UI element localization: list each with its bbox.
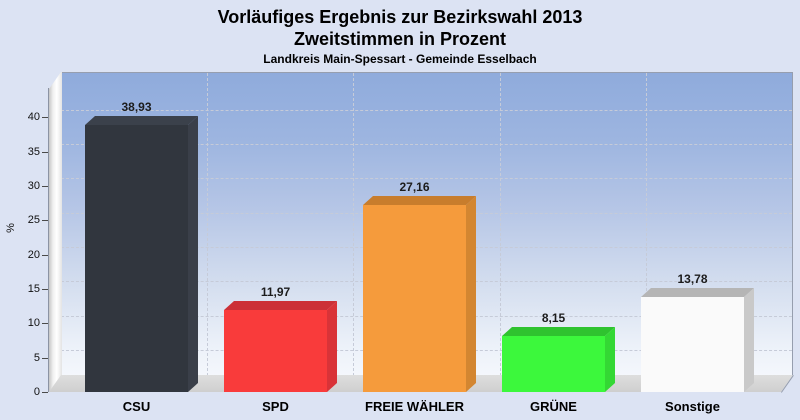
x-axis-category-label: Sonstige bbox=[665, 399, 720, 414]
bar-gruene bbox=[502, 327, 615, 392]
x-axis-category-label: CSU bbox=[122, 399, 151, 414]
y-tick-label: 40 bbox=[27, 111, 40, 124]
bar-top-face bbox=[85, 116, 198, 125]
gridline-horizontal bbox=[61, 178, 792, 180]
bar-front-face bbox=[502, 336, 605, 392]
gridline-horizontal bbox=[61, 109, 792, 111]
y-axis-title: % bbox=[4, 223, 17, 233]
y-axis-tick bbox=[42, 151, 48, 153]
x-axis-category-label: GRÜNE bbox=[530, 399, 577, 414]
y-axis-tick bbox=[42, 288, 48, 290]
bar-side-face bbox=[466, 196, 476, 392]
y-tick-label: 25 bbox=[27, 214, 40, 227]
bar-sonstige bbox=[641, 288, 754, 392]
y-axis-tick bbox=[42, 220, 48, 222]
y-tick-label: 20 bbox=[27, 248, 40, 261]
y-tick-label: 30 bbox=[27, 179, 40, 192]
bar-side-face bbox=[605, 327, 615, 392]
chart-title: Vorläufiges Ergebnis zur Bezirkswahl 201… bbox=[217, 7, 583, 27]
y-axis-tick bbox=[42, 117, 48, 119]
bar-front-face bbox=[641, 297, 744, 392]
y-axis-tick bbox=[42, 357, 48, 359]
y-tick-label: 15 bbox=[27, 282, 40, 295]
gridline-vertical bbox=[499, 73, 501, 376]
x-axis-category-label: SPD bbox=[262, 399, 289, 414]
bar-front-face bbox=[85, 125, 188, 392]
bar-front-face bbox=[363, 205, 466, 392]
y-tick-label: 10 bbox=[27, 317, 40, 330]
y-axis-tick bbox=[42, 185, 48, 187]
y-tick-label: 35 bbox=[27, 145, 40, 158]
bar-value-label: 8,15 bbox=[541, 311, 566, 325]
chart-region-note: Landkreis Main-Spessart - Gemeinde Essel… bbox=[263, 52, 537, 66]
y-tick-label: 0 bbox=[33, 386, 40, 398]
y-tick-label: 5 bbox=[33, 351, 40, 364]
plot-left-wall bbox=[49, 72, 62, 392]
bar-side-face bbox=[327, 301, 337, 392]
gridline-vertical bbox=[645, 73, 647, 376]
bar-side-face bbox=[744, 288, 754, 392]
bar-spd bbox=[224, 301, 337, 392]
gridline-vertical bbox=[207, 73, 209, 376]
bar-value-label: 27,16 bbox=[399, 180, 430, 194]
bar-side-face bbox=[188, 116, 198, 392]
bar-value-label: 13,78 bbox=[677, 272, 708, 286]
bar-value-label: 38,93 bbox=[121, 100, 152, 114]
y-axis-tick bbox=[42, 254, 48, 256]
y-axis-tick bbox=[42, 392, 48, 393]
gridline-vertical bbox=[353, 73, 355, 376]
bar-top-face bbox=[363, 196, 476, 205]
bar-top-face bbox=[502, 327, 615, 336]
chart-header: Vorläufiges Ergebnis zur Bezirkswahl 201… bbox=[0, 6, 800, 66]
y-axis-tick bbox=[42, 323, 48, 325]
gridline-horizontal bbox=[61, 143, 792, 145]
bar-value-label: 11,97 bbox=[260, 285, 291, 299]
x-axis-category-label: FREIE WÄHLER bbox=[365, 399, 464, 414]
bar-freie-waehler bbox=[363, 196, 476, 392]
chart-subtitle: Zweitstimmen in Prozent bbox=[293, 29, 507, 49]
bar-front-face bbox=[224, 310, 327, 392]
y-axis-line bbox=[48, 88, 49, 392]
bar-top-face bbox=[224, 301, 337, 310]
bar-top-face bbox=[641, 288, 754, 297]
bar-csu bbox=[85, 116, 198, 392]
